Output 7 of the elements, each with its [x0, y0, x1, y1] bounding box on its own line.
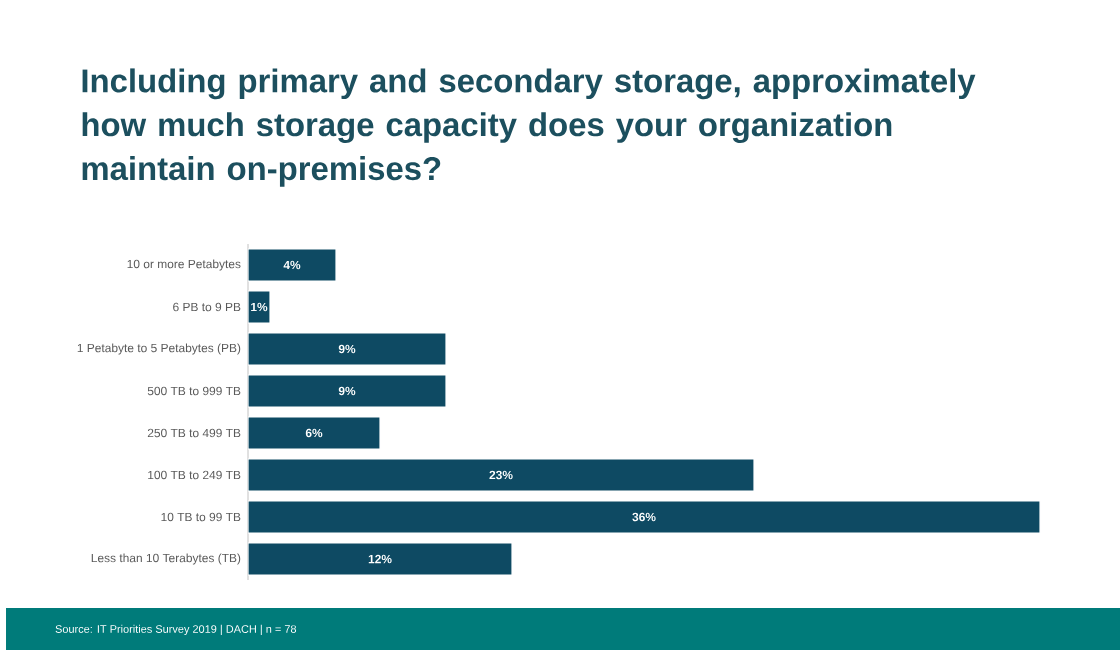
bar: [248, 374, 447, 408]
bar: [248, 416, 381, 450]
bar: [248, 500, 1041, 534]
bar: [248, 332, 447, 366]
chart-title: Including primary and secondary storage, approximately how much storage capacity does your organization maintain on-premises?: [82, 68, 976, 187]
bar: [248, 542, 513, 576]
bar: [248, 458, 755, 492]
